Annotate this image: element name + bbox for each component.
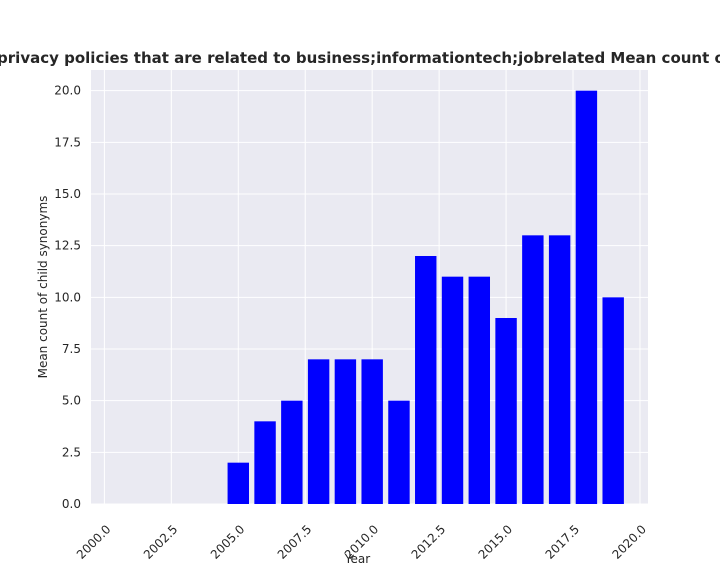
y-axis-ticks: 0.0 2.5 5.0 7.5 10.0 12.5 15.0 17.5 20.0 [54, 84, 81, 511]
x-tick-label: 2002.5 [141, 522, 181, 562]
bar-2010 [361, 359, 383, 504]
bar-2017 [548, 235, 571, 505]
bar-2019 [602, 297, 624, 504]
bar-2008 [307, 359, 330, 504]
bar-2007 [281, 400, 303, 504]
x-tick-label: 2015.0 [476, 522, 516, 562]
bar-2009 [334, 359, 357, 504]
x-tick-label: 2007.5 [275, 522, 315, 562]
bar-2015 [495, 318, 517, 504]
y-tick-label: 17.5 [54, 135, 81, 149]
bar-2012 [415, 256, 437, 504]
bar-2013 [441, 276, 464, 504]
x-tick-label: 2000.0 [74, 522, 114, 562]
bar-2005 [227, 462, 249, 504]
x-tick-label: 2020.0 [609, 522, 649, 562]
y-tick-label: 12.5 [54, 239, 81, 253]
x-axis-label: Year [344, 552, 370, 566]
y-tick-label: 15.0 [54, 187, 81, 201]
y-tick-label: 2.5 [62, 445, 81, 459]
bar-2018 [575, 90, 598, 505]
x-tick-label: 2017.5 [543, 522, 583, 562]
y-tick-label: 7.5 [62, 342, 81, 356]
y-axis-label: Mean count of child synonyms [36, 196, 50, 379]
y-tick-label: 5.0 [62, 394, 81, 408]
bar-2011 [388, 400, 410, 504]
x-tick-label: 2005.0 [208, 522, 248, 562]
bar-2016 [522, 235, 544, 505]
bars [227, 90, 624, 505]
x-tick-label: 2012.5 [409, 522, 449, 562]
bar-2014 [468, 276, 491, 504]
y-tick-label: 0.0 [62, 497, 81, 511]
y-tick-label: 20.0 [54, 84, 81, 98]
y-tick-label: 10.0 [54, 290, 81, 304]
bar-2006 [254, 421, 276, 504]
chart-title: Mean count of child synonyms in privacy … [0, 49, 720, 67]
